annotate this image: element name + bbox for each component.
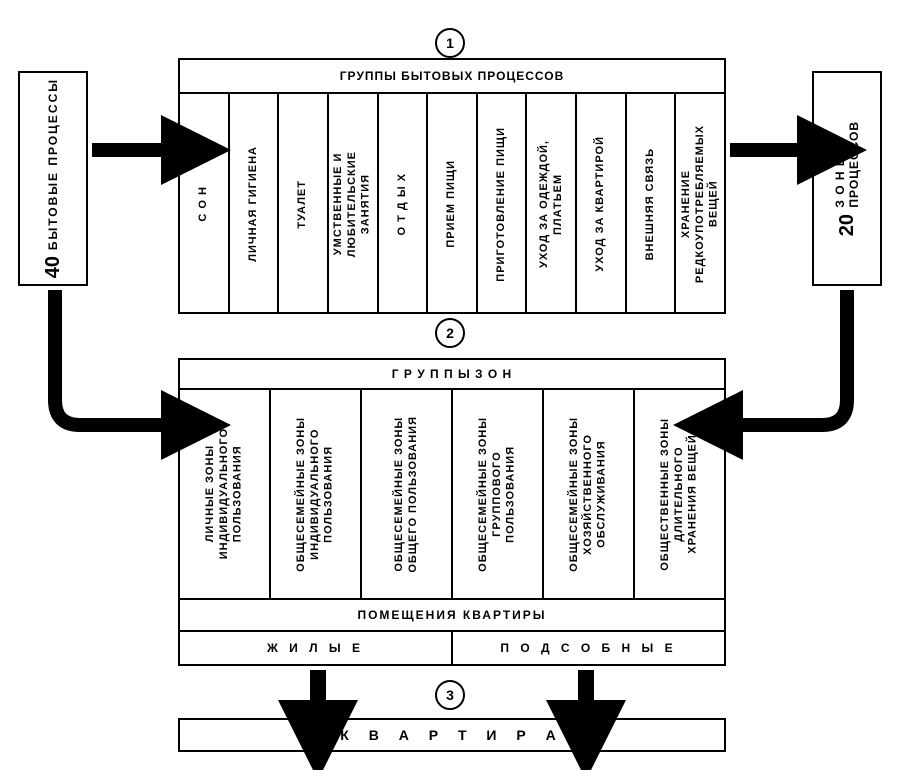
step-num-1: 1 [446, 35, 454, 51]
block-1-cols: С О Н ЛИЧНАЯ ГИГИЕНА ТУАЛЕТ УМСТВЕННЫЕ И… [180, 94, 724, 314]
b1-col-label: ВНЕШНЯЯ СВЯЗЬ [644, 148, 658, 260]
step-num-3: 3 [446, 687, 454, 703]
b1-col: УМСТВЕННЫЕ И ЛЮБИТЕЛЬСКИЕ ЗАНЯТИЯ [329, 94, 379, 314]
b1-col: ХРАНЕНИЕ РЕДКОУПОТРЕБЛЯЕМЫХ ВЕЩЕЙ [676, 94, 724, 314]
b1-col: ВНЕШНЯЯ СВЯЗЬ [627, 94, 677, 314]
b2-col: ОБЩЕСЕМЕЙНЫЕ ЗОНЫ ИНДИВИДУАЛЬНОГО ПОЛЬЗО… [271, 390, 362, 598]
left-box: БЫТОВЫЕ ПРОЦЕССЫ 40 [18, 71, 88, 286]
right-box-num: 20 [836, 214, 859, 236]
b1-col: С О Н [180, 94, 230, 314]
b1-col: О Т Д Ы Х [379, 94, 429, 314]
b2-col-label: ЛИЧНЫЕ ЗОНЫ ИНДИВИДУАЛЬНОГО ПОЛЬЗОВАНИЯ [204, 428, 245, 559]
b2-col: ОБЩЕСТВЕННЫЕ ЗОНЫ ДЛИТЕЛЬНОГО ХРАНЕНИЯ В… [635, 390, 724, 598]
step-circle-1: 1 [435, 28, 465, 58]
b1-col-label: С О Н [197, 186, 211, 222]
right-box-label: З О Н Ы ПРОЦЕССОВ [833, 121, 861, 208]
b1-col-label: ПРИГОТОВЛЕНИЕ ПИЩИ [495, 127, 509, 282]
b2-col: ЛИЧНЫЕ ЗОНЫ ИНДИВИДУАЛЬНОГО ПОЛЬЗОВАНИЯ [180, 390, 271, 598]
b1-col: УХОД ЗА КВАРТИРОЙ [577, 94, 627, 314]
block-2-cols: ЛИЧНЫЕ ЗОНЫ ИНДИВИДУАЛЬНОГО ПОЛЬЗОВАНИЯ … [180, 390, 724, 600]
b2-col: ОБЩЕСЕМЕЙНЫЕ ЗОНЫ ГРУППОВОГО ПОЛЬЗОВАНИЯ [453, 390, 544, 598]
diagram-canvas: 1 2 3 БЫТОВЫЕ ПРОЦЕССЫ 40 З О Н Ы ПРОЦЕС… [0, 0, 900, 770]
b1-col: ПРИГОТОВЛЕНИЕ ПИЩИ [478, 94, 528, 314]
b1-col: ЛИЧНАЯ ГИГИЕНА [230, 94, 280, 314]
split-left: Ж И Л Ы Е [180, 632, 453, 664]
split-right: П О Д С О Б Н Ы Е [453, 632, 724, 664]
b1-col-label: УХОД ЗА ОДЕЖДОЙ, ПЛАТЬЕМ [538, 140, 566, 268]
block-2-split: Ж И Л Ы Е П О Д С О Б Н Ы Е [180, 632, 724, 664]
b1-col: УХОД ЗА ОДЕЖДОЙ, ПЛАТЬЕМ [527, 94, 577, 314]
step-circle-2: 2 [435, 318, 465, 348]
b2-col-label: ОБЩЕСЕМЕЙНЫЕ ЗОНЫ ХОЗЯЙСТВЕННОГО ОБСЛУЖИ… [568, 417, 609, 572]
b1-col-label: УХОД ЗА КВАРТИРОЙ [594, 136, 608, 272]
arrow-left-to-b2 [55, 290, 168, 425]
b1-col-label: ХРАНЕНИЕ РЕДКОУПОТРЕБЛЯЕМЫХ ВЕЩЕЙ [680, 125, 721, 283]
b2-col-label: ОБЩЕСЕМЕЙНЫЕ ЗОНЫ ОБЩЕГО ПОЛЬЗОВАНИЯ [393, 416, 421, 573]
step-num-2: 2 [446, 325, 454, 341]
left-box-label: БЫТОВЫЕ ПРОЦЕССЫ [46, 78, 60, 250]
b1-col-label: ЛИЧНАЯ ГИГИЕНА [247, 146, 261, 262]
b1-col-label: ТУАЛЕТ [296, 180, 310, 229]
b1-col-label: ПРИЕМ ПИЩИ [445, 160, 459, 248]
right-box: З О Н Ы ПРОЦЕССОВ 20 [812, 71, 882, 286]
step-circle-3: 3 [435, 680, 465, 710]
b2-col-label: ОБЩЕСЕМЕЙНЫЕ ЗОНЫ ИНДИВИДУАЛЬНОГО ПОЛЬЗО… [295, 417, 336, 572]
b1-col: ПРИЕМ ПИЩИ [428, 94, 478, 314]
b2-col-label: ОБЩЕСЕМЕЙНЫЕ ЗОНЫ ГРУППОВОГО ПОЛЬЗОВАНИЯ [477, 417, 518, 572]
block-2: Г Р У П П Ы З О Н ЛИЧНЫЕ ЗОНЫ ИНДИВИДУАЛ… [178, 358, 726, 666]
block-2-footer: ПОМЕЩЕНИЯ КВАРТИРЫ [180, 600, 724, 632]
b2-col-label: ОБЩЕСТВЕННЫЕ ЗОНЫ ДЛИТЕЛЬНОГО ХРАНЕНИЯ В… [659, 418, 700, 571]
block-1: ГРУППЫ БЫТОВЫХ ПРОЦЕССОВ С О Н ЛИЧНАЯ ГИ… [178, 58, 726, 314]
b2-col: ОБЩЕСЕМЕЙНЫЕ ЗОНЫ ХОЗЯЙСТВЕННОГО ОБСЛУЖИ… [544, 390, 635, 598]
block-3: К В А Р Т И Р А [178, 718, 726, 752]
b1-col-label: УМСТВЕННЫЕ И ЛЮБИТЕЛЬСКИЕ ЗАНЯТИЯ [332, 151, 373, 257]
block-1-title: ГРУППЫ БЫТОВЫХ ПРОЦЕССОВ [180, 60, 724, 94]
arrow-right-to-b2 [736, 290, 847, 425]
b2-col: ОБЩЕСЕМЕЙНЫЕ ЗОНЫ ОБЩЕГО ПОЛЬЗОВАНИЯ [362, 390, 453, 598]
left-box-num: 40 [42, 256, 65, 278]
block-3-label: К В А Р Т И Р А [340, 727, 563, 743]
b1-col: ТУАЛЕТ [279, 94, 329, 314]
b1-col-label: О Т Д Ы Х [396, 173, 410, 235]
block-2-title: Г Р У П П Ы З О Н [180, 360, 724, 390]
